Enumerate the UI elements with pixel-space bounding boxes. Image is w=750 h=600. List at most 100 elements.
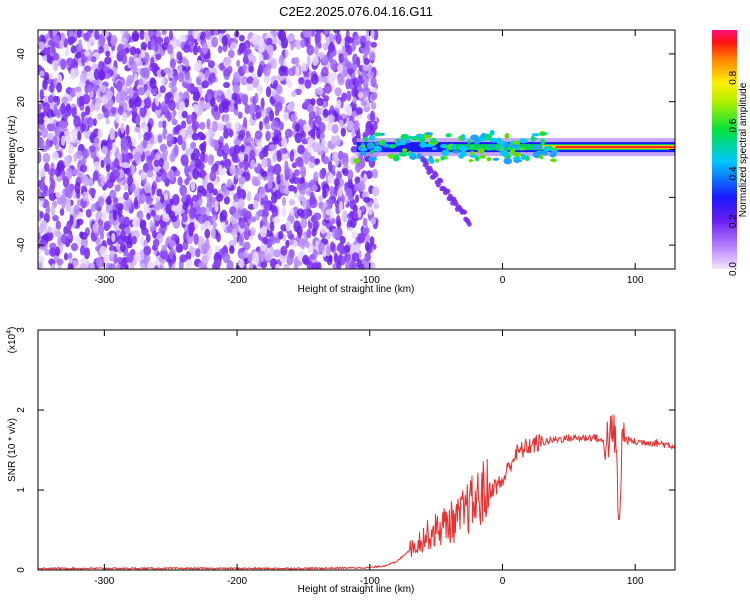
spectrogram-cell <box>350 146 358 153</box>
spectrogram-cell <box>38 226 45 234</box>
spectrogram-cell <box>131 110 138 119</box>
spectrogram-blob <box>503 157 513 165</box>
spectrogram-cell <box>267 172 274 184</box>
spectrogram-cell <box>239 218 246 229</box>
spectrogram-cell <box>323 83 332 94</box>
spectrogram-cell <box>362 63 370 71</box>
spectrogram-cell <box>234 168 240 180</box>
spectrogram-cell <box>126 252 134 264</box>
spectrogram-blob <box>519 138 528 144</box>
spectrogram-cell <box>70 45 77 54</box>
spectrogram-cell <box>273 129 282 138</box>
spectrogram-cell <box>369 51 376 61</box>
spectrogram-cell <box>192 94 200 102</box>
spectrogram-cell <box>276 150 282 158</box>
spectrogram-cell <box>254 193 259 201</box>
spectrogram-cell <box>207 93 212 101</box>
spectrogram-blob <box>470 134 479 141</box>
spectrogram-cell <box>311 227 317 237</box>
spectrogram-cell <box>97 128 103 139</box>
spectrogram-cell <box>162 160 170 171</box>
spectrogram-cell <box>273 249 281 258</box>
spectrogram-cell <box>180 154 189 167</box>
spectrogram-cell <box>109 189 117 199</box>
spectrogram-cell <box>62 176 70 188</box>
spectrogram-blob <box>547 145 553 151</box>
spectrogram-cell <box>102 146 108 155</box>
spectrogram-cell <box>53 103 58 116</box>
spectrogram-cell <box>354 194 360 204</box>
spectrogram-cell <box>284 128 293 138</box>
spectrogram-cell <box>238 198 245 210</box>
spectrogram-cell <box>207 60 215 69</box>
spectrogram-cell <box>69 87 77 98</box>
spectrogram-cell <box>292 176 301 185</box>
spectrogram-cell <box>39 211 44 219</box>
snr-x-tick-label: 100 <box>627 576 644 587</box>
spectrogram-cell <box>270 57 278 70</box>
spectrogram-blob <box>499 149 509 157</box>
spectrogram-cell <box>333 135 341 147</box>
spectrogram-cell <box>142 124 149 134</box>
snr-x-label: Height of straight line (km) <box>298 584 415 595</box>
spectrogram-cell <box>214 200 219 213</box>
spectrogram-cell <box>38 168 47 178</box>
spectrogram-cell <box>116 80 123 93</box>
spectrogram-cell <box>272 136 280 145</box>
spectrogram-blob <box>374 140 381 146</box>
spectrogram-cell <box>210 138 215 148</box>
spectrogram-cell <box>117 105 124 116</box>
spectrogram-cell <box>261 110 266 119</box>
spectrogram-blob <box>518 147 526 151</box>
spectrogram-cell <box>74 86 82 93</box>
spectrogram-blob <box>468 159 474 163</box>
spectrogram-cell <box>123 183 129 191</box>
spectrogram-cell <box>316 97 324 107</box>
spectrogram-cell <box>352 136 358 146</box>
spectrogram-blob <box>359 151 367 156</box>
spectrogram-cell <box>358 78 365 85</box>
spectrogram-cell <box>38 248 42 255</box>
spectrogram-cell <box>52 135 58 146</box>
spectrogram-cell <box>284 111 289 122</box>
spectrogram-cell <box>312 220 320 230</box>
spectrogram-cell <box>186 124 193 136</box>
spectrogram-cell <box>56 161 64 172</box>
spectrogram-blob <box>367 142 373 150</box>
spectrogram-cell <box>230 41 236 49</box>
spectrogram-cell <box>150 209 157 217</box>
spectrogram-cell <box>259 242 268 253</box>
spectrogram-cell <box>53 95 59 103</box>
spectrogram-cell <box>85 105 91 116</box>
spectrogram-cell <box>357 91 364 99</box>
spectrogram-cell <box>154 41 159 52</box>
spectrogram-cell <box>357 232 366 244</box>
spectrogram-cell <box>49 247 57 257</box>
spectrogram-cell <box>338 53 344 64</box>
spectrogram-cell <box>224 113 230 122</box>
spectrogram-cell <box>364 241 370 252</box>
spectrogram-cell <box>327 173 335 184</box>
spectrogram-cell <box>181 140 187 151</box>
spectrogram-cell <box>88 177 94 188</box>
spectrogram-cell <box>59 208 65 216</box>
spectrogram-cell <box>313 212 322 221</box>
spectrogram-cell <box>245 210 252 220</box>
spectrogram-cell <box>146 169 154 178</box>
spectrogram-cell <box>88 71 94 83</box>
spectrogram-cell <box>125 79 132 87</box>
spectrogram-cell <box>223 81 231 89</box>
spectrogram-cell <box>60 102 66 115</box>
spectrogram-cell <box>129 46 137 56</box>
spectrogram-cell <box>51 151 59 161</box>
snr-y-tick-label: 0 <box>16 567 27 573</box>
spectrogram-cell <box>50 205 56 217</box>
spectrogram-cell <box>300 131 306 139</box>
spectrogram-blob <box>469 154 478 158</box>
spectrogram-cell <box>145 233 151 243</box>
spectrogram-cell <box>272 216 281 224</box>
spectrogram-cell <box>264 123 271 130</box>
spectrogram-cell <box>161 244 167 253</box>
spectrogram-cell <box>177 203 182 213</box>
spectrogram-blob <box>364 136 369 143</box>
